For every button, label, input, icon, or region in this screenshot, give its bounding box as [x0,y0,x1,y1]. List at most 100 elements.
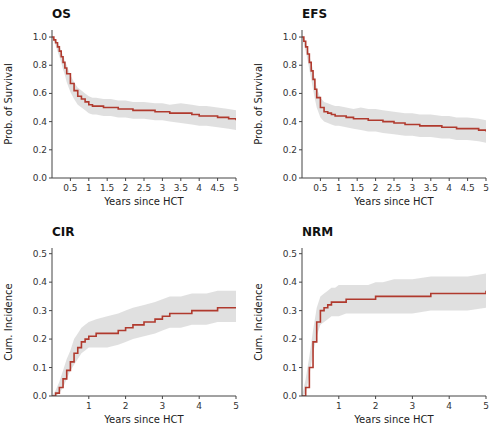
x-tick [125,396,126,399]
y-tick [49,396,52,397]
x-tick-label: 2 [123,183,129,193]
y-tick [299,396,302,397]
ci-band [52,37,236,130]
x-tick [467,178,468,181]
y-tick [299,149,302,150]
x-tick [375,396,376,399]
y-tick [49,367,52,368]
x-tick [449,178,450,181]
x-tick [236,178,237,181]
y-tick-label: 0.6 [283,88,298,98]
panel-title: NRM [302,225,333,239]
y-tick [49,149,52,150]
x-tick [88,396,89,399]
y-tick-label: 0.2 [283,334,297,344]
x-tick-label: 4 [446,401,452,411]
x-tick-label: 1 [86,401,92,411]
x-tick [144,178,145,181]
y-tick [49,178,52,179]
x-tick-label: 3.5 [174,183,188,193]
x-tick [430,178,431,181]
x-tick [338,178,339,181]
y-tick-label: 0.0 [33,173,48,183]
x-tick-label: 1 [86,183,92,193]
x-axis-label: Years since HCT [353,414,434,425]
y-tick [49,93,52,94]
plot-area [302,37,486,143]
x-tick [338,396,339,399]
x-axis-label: Years since HCT [103,196,184,207]
y-tick-label: 0.0 [283,173,298,183]
x-tick [394,178,395,181]
x-tick-label: 1 [336,401,342,411]
y-tick [299,178,302,179]
ci-band [302,37,486,143]
y-tick [299,339,302,340]
panel: 0.00.20.40.60.81.00.511.522.533.544.55Ye… [253,7,489,207]
y-tick [299,65,302,66]
y-tick [299,93,302,94]
y-axis-line [302,30,303,178]
x-tick-label: 2 [123,401,129,411]
y-axis-label: Prob. of Survival [3,63,14,145]
x-tick-label: 5 [233,401,239,411]
survival-line [302,291,486,396]
survival-line [302,37,486,131]
y-axis-line [302,248,303,396]
x-tick-label: 3 [160,183,166,193]
x-tick [320,178,321,181]
x-tick [375,178,376,181]
y-tick [299,282,302,283]
y-tick-label: 0.4 [33,277,48,287]
panel-title: CIR [52,225,75,239]
y-tick-label: 0.5 [33,249,47,259]
y-tick-label: 1.0 [283,32,298,42]
y-axis-label: Cum. Incidence [253,283,264,360]
x-tick [449,396,450,399]
y-tick-label: 0.4 [33,117,48,127]
x-tick [88,178,89,181]
y-tick [299,121,302,122]
x-tick-label: 4 [196,401,202,411]
x-tick [125,178,126,181]
x-axis-label: Years since HCT [103,414,184,425]
y-tick-label: 0.1 [33,363,47,373]
x-tick-label: 1.5 [350,183,364,193]
y-axis-label: Prob. of Survival [253,63,264,145]
y-tick [49,65,52,66]
y-tick-label: 0.5 [283,249,297,259]
x-tick [107,178,108,181]
y-tick-label: 0.3 [33,306,47,316]
x-axis-line [302,396,486,397]
x-tick [199,178,200,181]
panel: 0.00.10.20.30.40.512345Years since HCTCu… [253,225,489,425]
x-tick-label: 5 [483,401,489,411]
panel-title: EFS [302,7,327,21]
x-tick-label: 0.5 [313,183,327,193]
panel: 0.00.20.40.60.81.00.511.522.533.544.55Ye… [3,7,239,207]
x-tick [486,178,487,181]
y-tick-label: 0.2 [283,145,297,155]
x-tick-label: 1.5 [100,183,114,193]
y-tick-label: 1.0 [33,32,48,42]
x-tick [217,178,218,181]
x-tick-label: 0.5 [63,183,77,193]
y-tick-label: 0.4 [283,277,298,287]
y-axis-label: Cum. Incidence [3,283,14,360]
panel-title: OS [52,7,71,21]
y-tick-label: 0.0 [33,391,48,401]
x-tick [412,178,413,181]
x-tick-label: 3 [410,401,416,411]
plot-area [52,37,236,130]
x-tick-label: 4 [196,183,202,193]
y-tick-label: 0.8 [283,60,298,70]
x-tick-label: 2.5 [387,183,401,193]
x-tick-label: 5 [233,183,239,193]
y-tick-label: 0.2 [33,145,47,155]
y-tick [299,367,302,368]
x-tick-label: 1 [336,183,342,193]
x-tick [162,396,163,399]
y-tick-label: 0.2 [33,334,47,344]
y-tick [49,310,52,311]
y-tick-label: 0.8 [33,60,48,70]
